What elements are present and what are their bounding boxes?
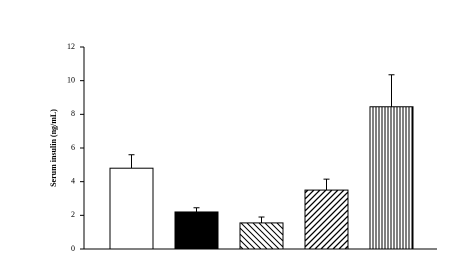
y-tick-label: 0 (71, 244, 75, 253)
bar (174, 211, 219, 250)
bar (109, 167, 154, 250)
y-tick-label: 10 (67, 75, 75, 84)
y-axis-label: Serum insulin (ng/mL) (49, 109, 58, 187)
y-tick-label: 8 (71, 109, 75, 118)
bar (369, 106, 414, 250)
y-tick-label: 2 (71, 210, 75, 219)
bar (304, 189, 349, 250)
bar (239, 222, 284, 250)
y-tick-label: 6 (71, 143, 75, 152)
y-tick-label: 4 (71, 176, 75, 185)
y-tick-label: 12 (67, 42, 75, 51)
